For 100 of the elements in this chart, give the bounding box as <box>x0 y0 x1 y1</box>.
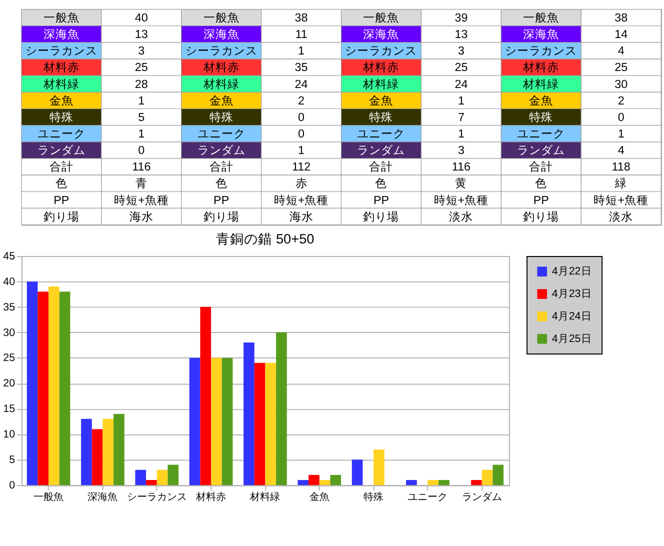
text: 1 <box>458 94 464 108</box>
y-tick-label: 35 <box>3 301 16 314</box>
text: 時短+魚種 <box>434 194 489 207</box>
bar <box>168 464 179 486</box>
text: 深海魚 <box>43 28 80 42</box>
text: 2 <box>298 94 305 108</box>
text: 11 <box>295 28 308 42</box>
text: 3 <box>458 44 464 58</box>
y-tick-label: 20 <box>3 378 16 390</box>
text: 金魚 <box>49 94 74 108</box>
bar <box>102 418 114 486</box>
text: 材料緑 <box>202 78 240 91</box>
bar <box>352 460 363 486</box>
text: 釣り場 <box>203 210 240 224</box>
x-tick-label: シーラカンス <box>126 492 187 504</box>
y-tick-label: 0 <box>9 480 16 492</box>
bar <box>254 362 266 486</box>
text: シーラカンス <box>505 44 578 58</box>
text: 0 <box>298 110 306 124</box>
text: 3 <box>458 144 464 158</box>
bar <box>319 480 330 486</box>
legend-label: 4月23日 <box>552 288 592 300</box>
text: ユニーク <box>517 128 566 141</box>
text: 1 <box>298 44 305 58</box>
text: 13 <box>134 28 148 42</box>
text: ユニーク <box>197 128 246 141</box>
bar <box>135 470 146 486</box>
text: 0 <box>298 128 306 141</box>
text: 40 <box>134 11 148 24</box>
text: 1 <box>298 144 305 158</box>
x-tick-label: 特殊 <box>364 491 384 504</box>
text: 合計 <box>529 160 554 174</box>
text: PP <box>214 194 230 207</box>
text: ユニーク <box>37 128 86 141</box>
x-tick-label: 材料緑 <box>249 491 280 504</box>
text: 材料赤 <box>522 61 560 74</box>
text: 色 <box>55 177 68 190</box>
bar <box>428 480 439 486</box>
text: 淡水 <box>449 210 474 224</box>
x-tick-label: ユニーク <box>408 492 448 504</box>
text: 海水 <box>129 210 154 224</box>
text: 時短+魚種 <box>594 194 649 207</box>
text: 一般魚 <box>203 11 240 24</box>
x-tick-label: 材料赤 <box>195 491 226 504</box>
bar <box>406 480 417 486</box>
text: 38 <box>294 11 308 24</box>
text: 深海魚 <box>523 28 560 42</box>
text: 118 <box>612 160 630 174</box>
bar <box>156 470 168 486</box>
bar <box>211 358 222 486</box>
text: 材料緑 <box>522 78 560 91</box>
text: 黄 <box>455 177 468 190</box>
text: 2 <box>618 94 624 108</box>
bar <box>146 480 157 486</box>
bar <box>265 362 276 486</box>
text: 38 <box>614 11 628 24</box>
x-tick-label: ランダム <box>462 491 502 504</box>
text: 合計 <box>49 160 74 174</box>
text: 一般魚 <box>363 11 400 24</box>
bar <box>492 464 504 486</box>
bar <box>482 470 493 486</box>
legend-label: 4月22日 <box>552 266 592 278</box>
text: PP <box>373 194 390 207</box>
bar <box>92 429 103 486</box>
text: 3 <box>138 44 145 58</box>
bar <box>26 281 38 486</box>
text: 海水 <box>289 210 314 224</box>
text: 赤 <box>295 177 308 190</box>
text: 特殊 <box>209 110 234 124</box>
chart-title: 青銅の錨 50+50 <box>216 231 315 246</box>
bar <box>374 449 384 486</box>
bar <box>276 332 287 486</box>
text: 一般魚 <box>523 11 560 24</box>
text: 材料赤 <box>362 61 400 74</box>
text: 材料赤 <box>42 61 80 74</box>
text: 35 <box>294 61 308 74</box>
text: 深海魚 <box>203 28 240 42</box>
text: 1 <box>458 128 464 141</box>
bar <box>330 474 342 486</box>
text: 7 <box>458 110 464 124</box>
text: PP <box>54 194 70 207</box>
text: 色 <box>215 177 228 190</box>
text: 釣り場 <box>43 210 80 224</box>
legend-label: 4月25日 <box>552 332 592 345</box>
y-tick-label: 25 <box>3 352 16 364</box>
text: 24 <box>454 78 468 91</box>
text: 深海魚 <box>363 28 400 42</box>
text: 合計 <box>209 160 234 174</box>
text: 24 <box>294 78 308 91</box>
text: 4 <box>618 44 625 58</box>
text: シーラカンス <box>345 44 418 58</box>
y-tick-label: 5 <box>9 454 16 466</box>
bar <box>298 480 309 486</box>
text: 4 <box>618 144 625 158</box>
bar <box>244 342 254 486</box>
x-tick-label: 一般魚 <box>34 491 64 504</box>
text: 1 <box>618 128 624 141</box>
text: 釣り場 <box>523 210 560 224</box>
bar <box>222 358 233 486</box>
bar <box>38 292 49 486</box>
